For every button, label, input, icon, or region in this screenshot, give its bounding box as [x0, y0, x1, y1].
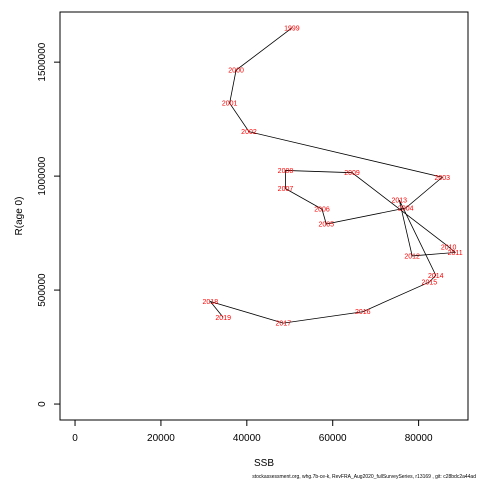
year-label: 2008: [278, 168, 294, 175]
year-label: 2016: [355, 309, 371, 316]
x-tick-label: 20000: [147, 433, 175, 444]
y-tick-label: 1000000: [37, 156, 48, 195]
year-label: 2012: [404, 253, 420, 260]
year-label: 2002: [241, 129, 257, 136]
y-axis-title: R(age 0): [14, 197, 25, 236]
year-label: 2010: [441, 244, 457, 251]
footer-text: stockassessment.org, whg.7b-ce-k, RevFRA…: [252, 474, 476, 480]
year-label: 2006: [314, 207, 330, 214]
y-tick-label: 1500000: [37, 42, 48, 81]
y-axis: 0 500000 1000000 1500000: [37, 42, 61, 407]
year-label: 2018: [203, 299, 219, 306]
x-tick-label: 60000: [319, 433, 347, 444]
year-label: 2000: [228, 68, 244, 75]
year-labels: 1999 2000 2001 2002 2003 2004 2005 2006 2007 2008…: [203, 25, 463, 327]
year-label: 2007: [278, 186, 294, 193]
year-label: 2019: [215, 315, 231, 322]
x-axis: 0 20000 40000 60000 80000: [72, 419, 433, 444]
year-label: 1999: [284, 25, 300, 32]
x-axis-title: SSB: [254, 458, 274, 469]
year-label: 2009: [344, 170, 360, 177]
y-tick-label: 500000: [37, 273, 48, 307]
year-label: 2017: [276, 321, 292, 328]
x-tick-label: 0: [72, 433, 78, 444]
year-label: 2001: [222, 101, 238, 108]
year-label: 2013: [391, 198, 407, 205]
year-label: 2015: [422, 280, 438, 287]
year-label: 2005: [318, 221, 334, 228]
year-label: 2014: [428, 273, 444, 280]
x-tick-label: 40000: [233, 433, 261, 444]
year-label: 2003: [434, 175, 450, 182]
recruitment-series-line: [209, 27, 457, 324]
year-label: 2011: [448, 250, 463, 257]
x-tick-label: 80000: [405, 433, 433, 444]
year-label: 2004: [398, 206, 414, 213]
y-tick-label: 0: [37, 401, 48, 407]
